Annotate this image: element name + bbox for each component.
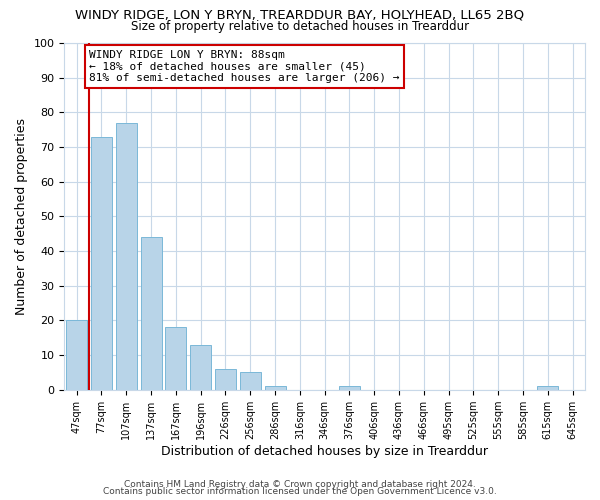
Bar [140, 237, 161, 390]
Bar [166, 328, 187, 390]
Text: WINDY RIDGE LON Y BRYN: 88sqm
← 18% of detached houses are smaller (45)
81% of s: WINDY RIDGE LON Y BRYN: 88sqm ← 18% of d… [89, 50, 400, 83]
Text: Contains HM Land Registry data © Crown copyright and database right 2024.: Contains HM Land Registry data © Crown c… [124, 480, 476, 489]
X-axis label: Distribution of detached houses by size in Trearddur: Distribution of detached houses by size … [161, 444, 488, 458]
Text: Size of property relative to detached houses in Trearddur: Size of property relative to detached ho… [131, 20, 469, 33]
Text: WINDY RIDGE, LON Y BRYN, TREARDDUR BAY, HOLYHEAD, LL65 2BQ: WINDY RIDGE, LON Y BRYN, TREARDDUR BAY, … [76, 9, 524, 22]
Bar [339, 386, 360, 390]
Bar [190, 344, 211, 390]
Bar [116, 122, 137, 390]
Y-axis label: Number of detached properties: Number of detached properties [15, 118, 28, 315]
Bar [240, 372, 261, 390]
Text: Contains public sector information licensed under the Open Government Licence v3: Contains public sector information licen… [103, 487, 497, 496]
Bar [66, 320, 87, 390]
Bar [215, 369, 236, 390]
Bar [265, 386, 286, 390]
Bar [91, 136, 112, 390]
Bar [537, 386, 559, 390]
